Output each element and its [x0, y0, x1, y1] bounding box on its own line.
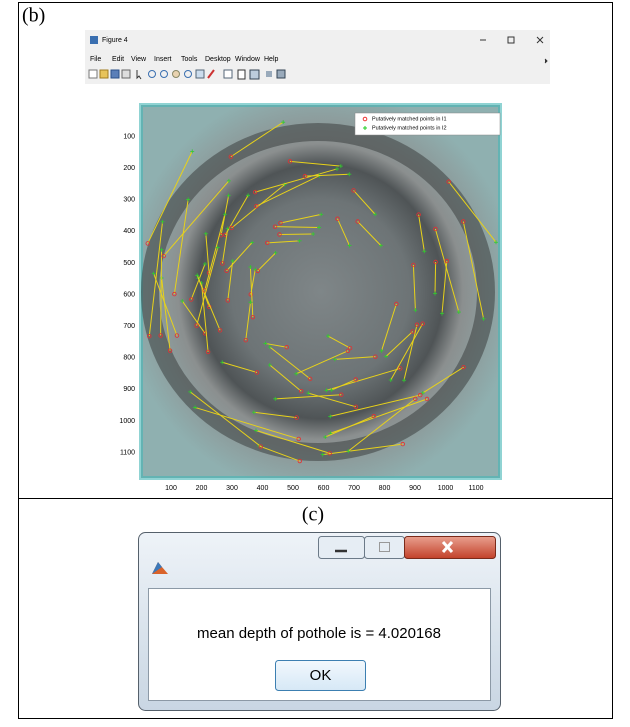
y-tick-label: 500	[123, 260, 135, 267]
dialog-window: mean depth of pothole is = 4.020168 OK	[139, 533, 501, 711]
tool-icon[interactable]	[173, 71, 180, 78]
menu-item[interactable]: Tools	[181, 56, 198, 63]
tool-icon[interactable]	[250, 70, 259, 79]
tool-icon[interactable]	[277, 70, 285, 78]
legend-entry: Putatively matched points in I1	[372, 116, 447, 122]
y-tick-label: 200	[123, 165, 135, 172]
y-tick-label: 1000	[119, 418, 135, 425]
y-tick-label: 300	[123, 197, 135, 204]
menu-item[interactable]: Window	[235, 56, 261, 63]
x-tick-label: 1000	[438, 485, 454, 492]
menu-item[interactable]: Desktop	[205, 56, 231, 63]
menu-item[interactable]: File	[90, 56, 101, 63]
x-tick-label: 600	[318, 485, 330, 492]
tool-icon[interactable]	[224, 70, 232, 78]
match-line	[435, 262, 436, 294]
tool-icon[interactable]	[100, 70, 108, 78]
y-tick-label: 100	[123, 133, 135, 140]
tool-icon[interactable]	[238, 70, 245, 79]
x-tick-label: 1100	[468, 485, 483, 492]
menu-item[interactable]: Insert	[154, 56, 172, 63]
y-tick-label: 800	[123, 355, 135, 362]
x-tick-label: 300	[226, 485, 238, 492]
menu-item[interactable]: View	[131, 56, 147, 63]
x-tick-label: 800	[379, 485, 391, 492]
minimize-button[interactable]	[319, 537, 365, 559]
maximize-button[interactable]	[365, 537, 405, 559]
window-title: Figure 4	[102, 37, 128, 44]
panel-label: (c)	[302, 504, 324, 526]
tool-icon[interactable]	[111, 70, 119, 78]
y-tick-label: 1100	[120, 449, 135, 456]
x-tick-label: 200	[196, 485, 208, 492]
page: (b) Figure 4 File Edit View Insert Tools Desk…	[0, 0, 630, 722]
dialog-message: mean depth of pothole is = 4.020168	[197, 625, 441, 642]
window-icon	[90, 36, 98, 44]
menu-item[interactable]: Help	[264, 56, 279, 63]
legend-entry: Putatively matched points in I2	[372, 125, 447, 131]
tool-icon[interactable]	[266, 71, 272, 77]
x-tick-label: 500	[287, 485, 299, 492]
y-tick-label: 400	[123, 228, 135, 235]
y-tick-label: 900	[123, 386, 135, 393]
tool-icon[interactable]	[89, 70, 97, 78]
close-button[interactable]	[405, 537, 496, 559]
menu-item[interactable]: Edit	[112, 56, 124, 63]
legend: Putatively matched points in I1 Putative…	[355, 113, 500, 135]
x-tick-label: 900	[409, 485, 421, 492]
y-tick-label: 600	[123, 291, 135, 298]
x-tick-label: 400	[257, 485, 269, 492]
ok-button-label: OK	[310, 667, 332, 684]
x-tick-label: 100	[165, 485, 177, 492]
figure-window: Figure 4 File Edit View Insert Tools Desktop W…	[85, 30, 550, 496]
tool-icon[interactable]	[196, 70, 204, 78]
x-tick-label: 700	[348, 485, 360, 492]
panel-label: (b)	[22, 5, 45, 27]
y-tick-label: 700	[123, 323, 135, 330]
match-line	[279, 234, 313, 235]
tool-icon[interactable]	[122, 70, 130, 78]
